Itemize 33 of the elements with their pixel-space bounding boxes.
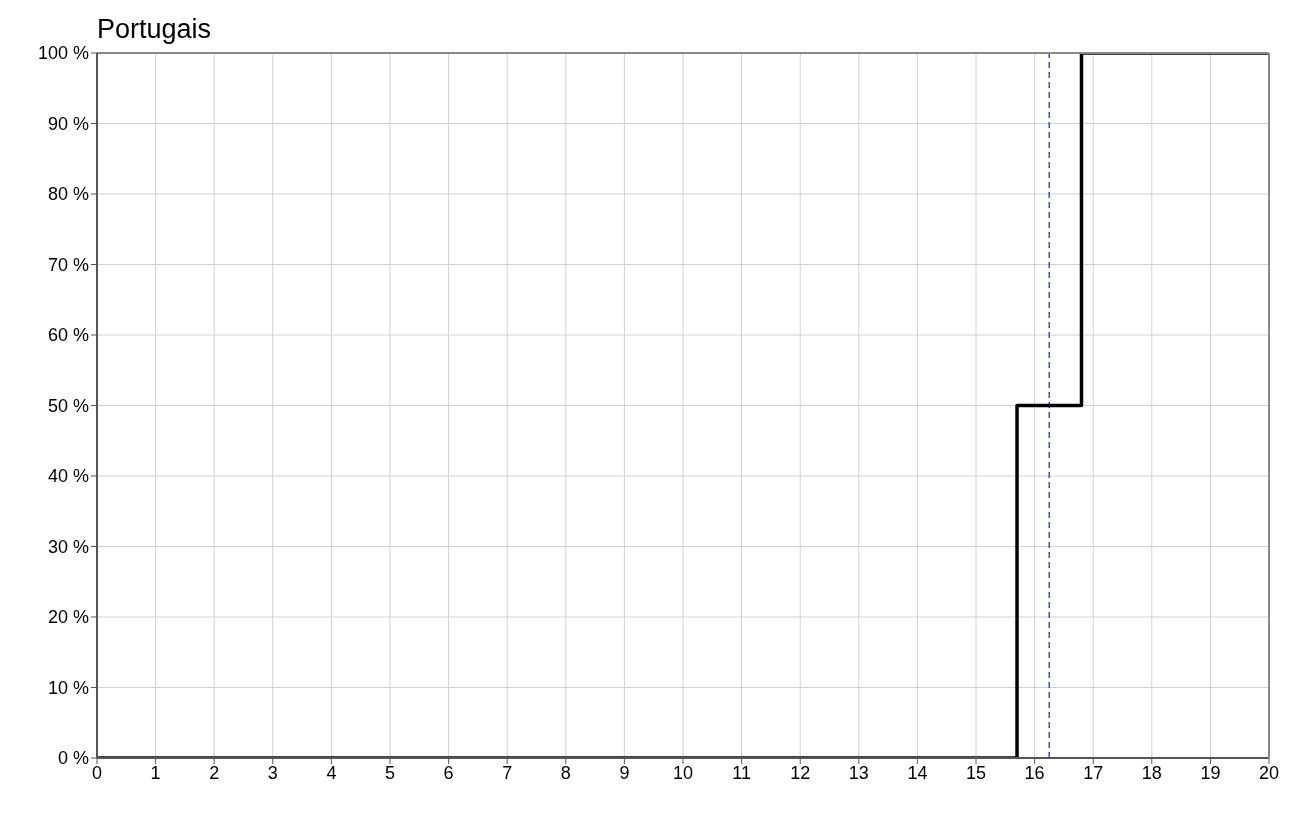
x-tick-label: 14 [907,762,928,783]
x-tick-label: 0 [91,762,103,783]
y-tick-label: 10 % [47,677,89,698]
x-tick-label: 5 [384,762,396,783]
x-tick-label: 20 [1258,762,1280,783]
x-tick-label: 12 [790,762,811,783]
y-tick-label: 50 % [47,395,89,416]
x-tick-label: 1 [150,762,161,783]
y-tick-label: 20 % [47,607,89,628]
x-tick-label: 3 [267,762,278,783]
y-tick-label: 40 % [47,466,89,487]
y-tick-label: 100 % [37,43,89,64]
y-tick-label: 0 % [57,748,89,769]
y-tick-label: 80 % [47,184,89,205]
x-tick-label: 15 [965,762,987,783]
y-tick-label: 60 % [47,325,89,346]
y-tick-label: 90 % [47,113,89,134]
x-tick-label: 16 [1024,762,1045,783]
x-tick-label: 8 [560,762,571,783]
x-tick-label: 10 [672,762,694,783]
x-tick-label: 7 [502,762,513,783]
x-tick-label: 11 [732,762,751,783]
x-tick-label: 4 [326,762,337,783]
x-tick-label: 9 [619,762,630,783]
x-tick-label: 18 [1141,762,1162,783]
y-tick-label: 30 % [47,536,89,557]
x-tick-label: 2 [209,762,220,783]
x-tick-label: 19 [1200,762,1221,783]
y-tick-label: 70 % [47,254,89,275]
x-tick-label: 6 [443,762,454,783]
x-tick-label: 17 [1083,762,1104,783]
x-tick-label: 13 [848,762,869,783]
chart-title: Portugais [97,14,212,45]
